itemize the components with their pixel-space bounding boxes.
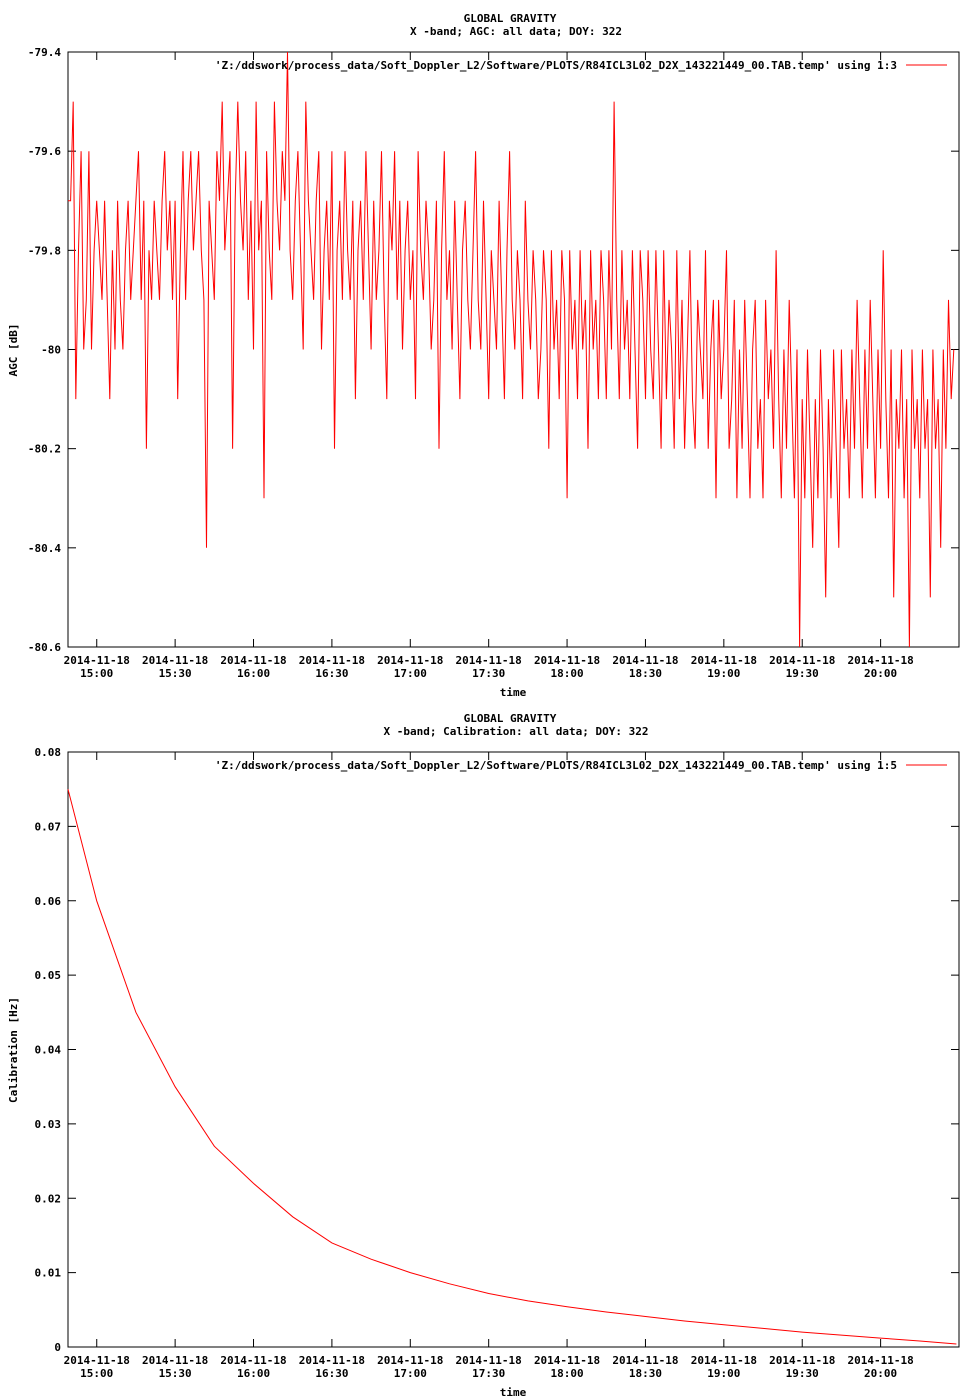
- agc-chart-subtitle: X -band; AGC: all data; DOY: 322: [410, 25, 622, 38]
- calibration-x-tick-date: 2014-11-18: [142, 1354, 208, 1367]
- agc-x-tick-time: 15:30: [159, 667, 192, 680]
- calibration-y-tick-label: 0.03: [35, 1118, 62, 1131]
- calibration-x-tick-time: 17:00: [394, 1367, 427, 1380]
- calibration-plot-area: 0 0.01 0.02 0.03 0.04 0.05 0.06 0.07 0.08 2014-11…: [35, 746, 960, 1380]
- calibration-x-tick-time: 19:30: [786, 1367, 819, 1380]
- agc-chart-title: GLOBAL GRAVITY: [464, 12, 557, 25]
- calibration-y-tick-label: 0.08: [35, 746, 62, 759]
- agc-x-tick-time: 19:30: [786, 667, 819, 680]
- calibration-x-tick-date: 2014-11-18: [220, 1354, 286, 1367]
- calibration-series-line: [67, 789, 957, 1345]
- agc-x-tick-date: 2014-11-18: [142, 654, 208, 667]
- calibration-chart-title: GLOBAL GRAVITY: [464, 712, 557, 725]
- calibration-y-tick-label: 0.07: [35, 820, 62, 833]
- agc-plot-area: -79.4-79.6-79.8-80-80.2-80.4-80.62014-11…: [28, 46, 960, 680]
- calibration-x-tick-time: 17:30: [472, 1367, 505, 1380]
- calibration-x-tick-time: 18:00: [551, 1367, 584, 1380]
- calibration-x-axis-label: time: [500, 1386, 527, 1399]
- agc-x-tick-time: 17:30: [472, 667, 505, 680]
- calibration-y-tick-label: 0: [54, 1341, 61, 1354]
- agc-y-tick-label: -79.8: [28, 244, 61, 257]
- agc-x-tick-date: 2014-11-18: [847, 654, 913, 667]
- calibration-x-tick-time: 18:30: [629, 1367, 662, 1380]
- agc-x-tick-time: 20:00: [864, 667, 897, 680]
- agc-x-axis-label: time: [500, 686, 527, 699]
- agc-y-tick-label: -80.4: [28, 542, 61, 555]
- agc-y-tick-label: -79.4: [28, 46, 61, 59]
- agc-x-tick-date: 2014-11-18: [691, 654, 757, 667]
- agc-x-tick-date: 2014-11-18: [456, 654, 522, 667]
- calibration-y-tick-label: 0.06: [35, 895, 62, 908]
- calibration-x-tick-date: 2014-11-18: [64, 1354, 130, 1367]
- agc-y-tick-label: -80: [41, 344, 61, 357]
- calibration-x-tick-date: 2014-11-18: [612, 1354, 678, 1367]
- agc-y-tick-label: -79.6: [28, 145, 61, 158]
- calibration-x-tick-time: 20:00: [864, 1367, 897, 1380]
- agc-x-tick-date: 2014-11-18: [769, 654, 835, 667]
- calibration-y-axis-label: Calibration [Hz]: [7, 997, 20, 1103]
- agc-x-tick-time: 15:00: [80, 667, 113, 680]
- agc-x-tick-date: 2014-11-18: [534, 654, 600, 667]
- calibration-y-tick-label: 0.04: [35, 1044, 62, 1057]
- agc-x-tick-date: 2014-11-18: [64, 654, 130, 667]
- agc-y-tick-label: -80.2: [28, 443, 61, 456]
- calibration-x-tick-date: 2014-11-18: [769, 1354, 835, 1367]
- agc-x-tick-date: 2014-11-18: [612, 654, 678, 667]
- calibration-y-tick-label: 0.05: [35, 969, 62, 982]
- calibration-x-tick-time: 16:00: [237, 1367, 270, 1380]
- agc-x-tick-time: 16:00: [237, 667, 270, 680]
- calibration-x-tick-date: 2014-11-18: [299, 1354, 365, 1367]
- agc-series-line: [68, 51, 955, 648]
- calibration-legend-text: 'Z:/ddswork/process_data/Soft_Doppler_L2…: [215, 759, 897, 772]
- agc-chart: GLOBAL GRAVITY X -band; AGC: all data; D…: [7, 12, 960, 699]
- agc-x-tick-date: 2014-11-18: [220, 654, 286, 667]
- calibration-y-tick-label: 0.02: [35, 1192, 62, 1205]
- agc-x-tick-date: 2014-11-18: [299, 654, 365, 667]
- calibration-x-tick-date: 2014-11-18: [847, 1354, 913, 1367]
- calibration-chart: GLOBAL GRAVITY X -band; Calibration: all…: [7, 712, 960, 1399]
- calibration-x-tick-time: 16:30: [315, 1367, 348, 1380]
- agc-x-tick-time: 17:00: [394, 667, 427, 680]
- calibration-x-tick-time: 15:30: [159, 1367, 192, 1380]
- calibration-x-tick-date: 2014-11-18: [691, 1354, 757, 1367]
- agc-x-tick-time: 18:00: [551, 667, 584, 680]
- agc-x-tick-time: 18:30: [629, 667, 662, 680]
- agc-x-tick-time: 19:00: [707, 667, 740, 680]
- calibration-y-tick-label: 0.01: [35, 1267, 62, 1280]
- agc-x-tick-date: 2014-11-18: [377, 654, 443, 667]
- agc-x-tick-time: 16:30: [315, 667, 348, 680]
- calibration-x-tick-date: 2014-11-18: [377, 1354, 443, 1367]
- calibration-x-tick-time: 15:00: [80, 1367, 113, 1380]
- calibration-x-tick-date: 2014-11-18: [456, 1354, 522, 1367]
- agc-legend-text: 'Z:/ddswork/process_data/Soft_Doppler_L2…: [215, 59, 897, 72]
- calibration-x-tick-date: 2014-11-18: [534, 1354, 600, 1367]
- calibration-chart-subtitle: X -band; Calibration: all data; DOY: 322: [384, 725, 649, 738]
- agc-y-tick-label: -80.6: [28, 641, 61, 654]
- agc-y-axis-label: AGC [dB]: [7, 324, 20, 377]
- calibration-x-tick-time: 19:00: [707, 1367, 740, 1380]
